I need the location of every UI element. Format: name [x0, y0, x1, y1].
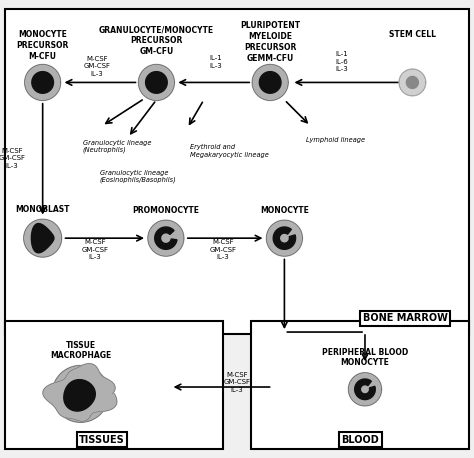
Bar	[5, 321, 223, 449]
Polygon shape	[32, 71, 54, 93]
Polygon shape	[43, 364, 117, 421]
Polygon shape	[266, 220, 302, 256]
Text: MONOCYTE
PRECURSOR
M-CFU: MONOCYTE PRECURSOR M-CFU	[17, 30, 69, 61]
Text: MONOCYTE: MONOCYTE	[260, 206, 309, 215]
Text: PERIPHERAL BLOOD
MONOCYTE: PERIPHERAL BLOOD MONOCYTE	[322, 348, 408, 367]
Polygon shape	[148, 220, 184, 256]
Polygon shape	[399, 69, 426, 96]
Text: M-CSF
GM-CSF
IL-3: M-CSF GM-CSF IL-3	[82, 239, 108, 260]
Polygon shape	[259, 71, 281, 93]
Text: Granulocytic lineage
(Eosinophils/Basophils): Granulocytic lineage (Eosinophils/Basoph…	[100, 169, 176, 183]
Polygon shape	[146, 71, 167, 93]
Polygon shape	[399, 69, 426, 96]
Text: STEM CELL: STEM CELL	[389, 30, 436, 39]
Polygon shape	[252, 65, 288, 100]
Text: IL-1
IL-6
IL-3: IL-1 IL-6 IL-3	[335, 51, 347, 72]
Text: GRANULOCYTE/MONOCYTE
PRECURSOR
GM-CFU: GRANULOCYTE/MONOCYTE PRECURSOR GM-CFU	[99, 25, 214, 56]
Text: M-CSF
GM-CSF
IL-3: M-CSF GM-CSF IL-3	[84, 56, 110, 77]
Bar	[5, 9, 469, 334]
Polygon shape	[25, 65, 61, 100]
Text: M-CSF
GM-CSF
IL-3: M-CSF GM-CSF IL-3	[0, 147, 25, 169]
Text: M-CSF
GM-CSF
IL-3: M-CSF GM-CSF IL-3	[210, 239, 236, 260]
Polygon shape	[138, 65, 174, 100]
Text: TISSUE
MACROPHAGE: TISSUE MACROPHAGE	[50, 341, 111, 360]
Bar	[251, 321, 469, 449]
Polygon shape	[52, 365, 109, 422]
Text: BONE MARROW: BONE MARROW	[363, 313, 448, 323]
Polygon shape	[155, 227, 177, 249]
Polygon shape	[406, 76, 419, 88]
Text: Lymphoid lineage: Lymphoid lineage	[306, 137, 365, 143]
Polygon shape	[24, 219, 62, 257]
Text: M-CSF
GM-CSF
IL-3: M-CSF GM-CSF IL-3	[224, 372, 250, 393]
Text: PROMONOCYTE: PROMONOCYTE	[132, 206, 200, 215]
Text: PLURIPOTENT
MYELOIDE
PRECURSOR
GEMM-CFU: PLURIPOTENT MYELOIDE PRECURSOR GEMM-CFU	[240, 21, 300, 63]
Text: IL-1
IL-3: IL-1 IL-3	[210, 55, 222, 69]
Text: TISSUES: TISSUES	[79, 435, 125, 445]
Polygon shape	[31, 224, 54, 253]
Text: Granulocytic lineage
(Neutrophils): Granulocytic lineage (Neutrophils)	[83, 140, 152, 153]
Polygon shape	[64, 380, 95, 411]
Text: MONOBLAST: MONOBLAST	[16, 205, 70, 214]
Polygon shape	[273, 227, 296, 249]
Text: BLOOD: BLOOD	[341, 435, 379, 445]
Polygon shape	[355, 379, 375, 399]
Text: Erythroid and
Megakaryocytic lineage: Erythroid and Megakaryocytic lineage	[190, 144, 268, 158]
Polygon shape	[348, 373, 382, 406]
